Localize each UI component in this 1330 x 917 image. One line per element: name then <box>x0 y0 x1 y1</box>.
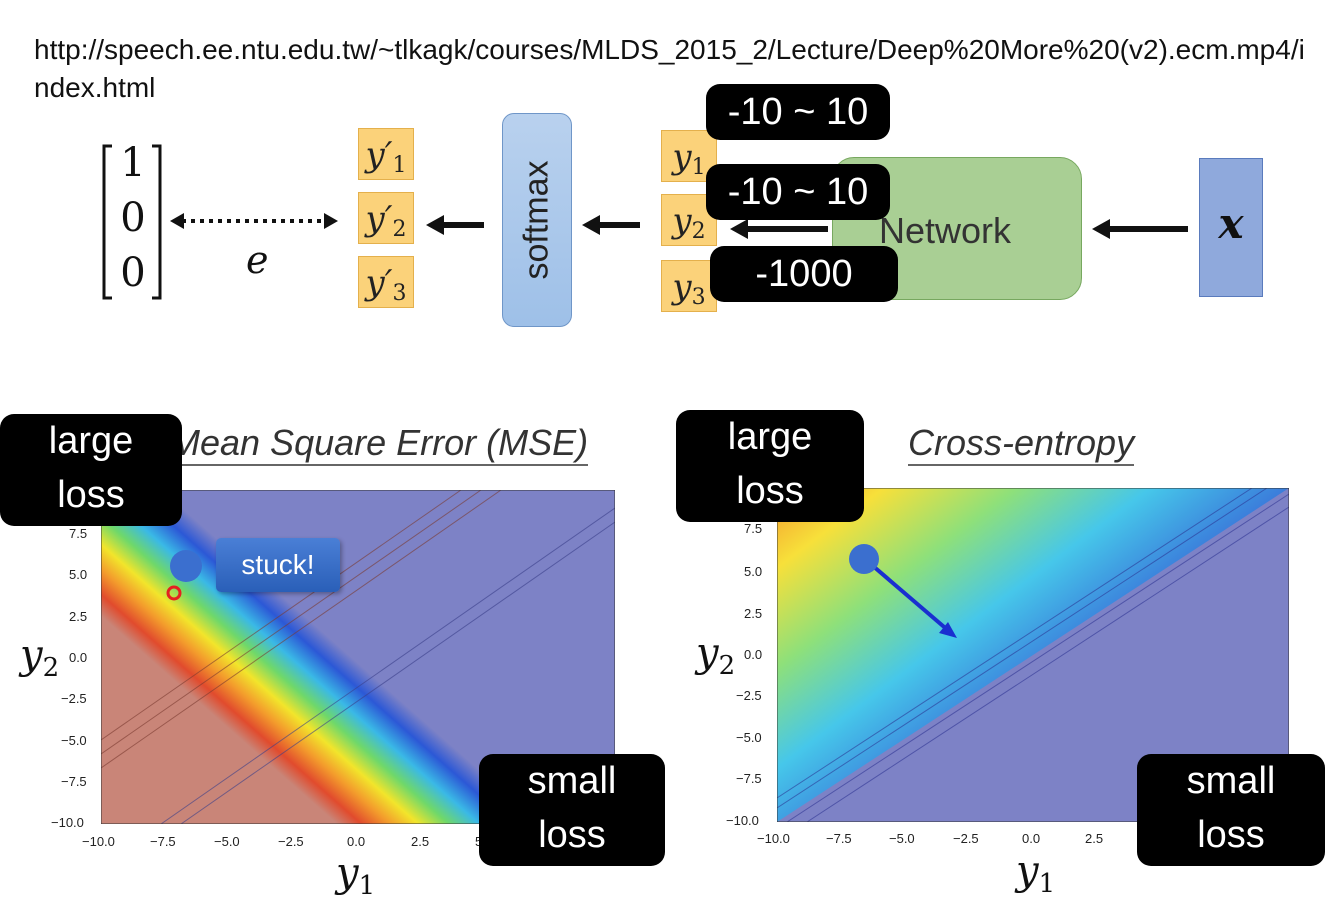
ce-yaxis-label: y2 <box>696 630 736 681</box>
y-3-box: y3 <box>661 260 717 312</box>
ce-large-loss-label: large loss <box>676 410 864 522</box>
mse-yaxis-label: y2 <box>20 632 60 683</box>
mse-ytick-0.0: 0.0 <box>69 650 88 665</box>
ce-ytick-0.0: 0.0 <box>744 647 763 662</box>
y1-range-label: -10 ~ 10 <box>706 84 890 140</box>
ce-xtick-neg2.5: −2.5 <box>953 831 979 846</box>
y-1-box: y1 <box>661 130 717 182</box>
mse-xtick-2.5: 2.5 <box>411 834 430 849</box>
source-url: http://speech.ee.ntu.edu.tw/~tlkagk/cour… <box>34 34 1305 103</box>
mse-ytick-5.0: 5.0 <box>69 567 88 582</box>
ce-ytick-neg2.5: −2.5 <box>736 688 762 703</box>
mse-xtick-0.0: 0.0 <box>347 834 366 849</box>
ce-gradient-descent-arrow <box>849 544 957 638</box>
ce-ytick-neg10.0: −10.0 <box>726 813 759 828</box>
mse-ytick-neg2.5: −2.5 <box>61 691 87 706</box>
mse-ytick-2.5: 2.5 <box>69 609 88 624</box>
mse-ytick-neg10.0: −10.0 <box>51 815 84 830</box>
arrow-y-to-softmax <box>582 215 640 235</box>
ce-ytick-2.5: 2.5 <box>744 606 763 621</box>
mse-xtick-neg5.0: −5.0 <box>214 834 240 849</box>
stuck-annotation: stuck! <box>216 538 340 592</box>
mse-xtick-neg10.0: −10.0 <box>82 834 115 849</box>
mse-ytick-neg5.0: −5.0 <box>61 733 87 748</box>
mse-ytick-7.5: 7.5 <box>69 526 88 541</box>
arrow-network-to-y <box>730 219 828 239</box>
error-dotted-arrow <box>170 213 338 229</box>
error-label: e <box>246 238 269 282</box>
mse-small-loss-label: small loss <box>479 754 665 866</box>
y3-value-label: -1000 <box>710 246 898 302</box>
arrow-x-to-network <box>1092 219 1188 239</box>
mse-xaxis-label: y1 <box>336 850 376 901</box>
ce-plot-title: Cross-entropy <box>908 422 1135 466</box>
target-value-1: 1 <box>120 140 146 186</box>
softmax-block: softmax <box>502 113 572 327</box>
target-value-2: 0 <box>120 195 146 241</box>
ce-small-loss-label: small loss <box>1137 754 1325 866</box>
ce-ytick-7.5: 7.5 <box>744 521 763 536</box>
target-vector-brackets <box>102 144 162 300</box>
mse-xtick-neg7.5: −7.5 <box>150 834 176 849</box>
y-prime-1-box: y′1 <box>358 128 414 180</box>
ce-xtick-neg7.5: −7.5 <box>826 831 852 846</box>
ce-xtick-neg10.0: −10.0 <box>757 831 790 846</box>
mse-xtick-neg2.5: −2.5 <box>278 834 304 849</box>
y-2-box: y2 <box>661 194 717 246</box>
mse-large-loss-label: large loss <box>0 414 182 526</box>
ce-xtick-0.0: 0.0 <box>1022 831 1041 846</box>
mse-ytick-neg7.5: −7.5 <box>61 774 87 789</box>
ce-xtick-2.5: 2.5 <box>1085 831 1104 846</box>
mse-plot-title: Mean Square Error (MSE) <box>170 422 589 466</box>
ce-ytick-5.0: 5.0 <box>744 564 763 579</box>
ce-ytick-neg5.0: −5.0 <box>736 730 762 745</box>
ce-xaxis-label: y1 <box>1016 848 1056 899</box>
y-prime-3-box: y′3 <box>358 256 414 308</box>
mse-stuck-point-marker <box>166 550 202 601</box>
y-prime-2-box: y′2 <box>358 192 414 244</box>
target-value-3: 0 <box>120 250 146 296</box>
ce-xtick-neg5.0: −5.0 <box>889 831 915 846</box>
arrow-softmax-to-yprime <box>426 215 484 235</box>
input-x-block: x <box>1199 158 1263 297</box>
y2-range-label: -10 ~ 10 <box>706 164 890 220</box>
ce-ytick-neg7.5: −7.5 <box>736 771 762 786</box>
